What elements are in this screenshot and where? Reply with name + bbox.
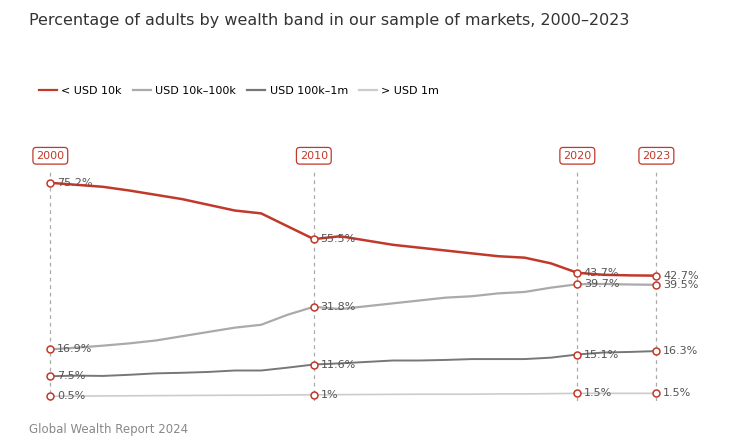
Text: 75.2%: 75.2% xyxy=(57,178,92,188)
Text: Global Wealth Report 2024: Global Wealth Report 2024 xyxy=(29,423,189,436)
Text: 2010: 2010 xyxy=(300,151,328,161)
Text: 16.3%: 16.3% xyxy=(663,346,698,356)
Text: 1.5%: 1.5% xyxy=(663,388,692,398)
Text: 2020: 2020 xyxy=(563,151,591,161)
Legend: < USD 10k, USD 10k–100k, USD 100k–1m, > USD 1m: < USD 10k, USD 10k–100k, USD 100k–1m, > … xyxy=(35,81,444,100)
Text: 55.5%: 55.5% xyxy=(320,234,356,244)
Text: 39.7%: 39.7% xyxy=(584,279,619,289)
Text: 16.9%: 16.9% xyxy=(57,344,92,354)
Text: 31.8%: 31.8% xyxy=(320,302,356,312)
Text: 1.5%: 1.5% xyxy=(584,388,612,398)
Text: 43.7%: 43.7% xyxy=(584,268,619,278)
Text: 1%: 1% xyxy=(320,390,338,400)
Text: 15.1%: 15.1% xyxy=(584,349,619,360)
Text: 2023: 2023 xyxy=(643,151,670,161)
Text: 11.6%: 11.6% xyxy=(320,360,356,369)
Text: Percentage of adults by wealth band in our sample of markets, 2000–2023: Percentage of adults by wealth band in o… xyxy=(29,13,629,28)
Text: 42.7%: 42.7% xyxy=(663,271,699,281)
Text: 7.5%: 7.5% xyxy=(57,371,86,381)
Text: 0.5%: 0.5% xyxy=(57,391,85,401)
Text: 2000: 2000 xyxy=(37,151,64,161)
Text: 39.5%: 39.5% xyxy=(663,280,698,290)
